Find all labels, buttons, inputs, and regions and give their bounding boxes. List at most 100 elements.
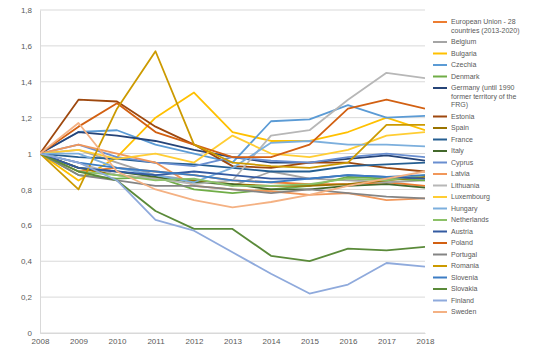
legend-item: Belgium	[433, 38, 476, 46]
legend-swatch	[433, 196, 447, 198]
legend-label: Cyprus	[451, 158, 474, 166]
legend-label: Denmark	[451, 72, 480, 79]
legend-swatch	[433, 311, 447, 313]
grid-line	[40, 261, 425, 262]
series-line	[40, 154, 425, 193]
legend-item: Austria	[433, 227, 473, 234]
legend-label: Italy	[451, 147, 464, 155]
y-tick-label: 0,8	[21, 186, 33, 195]
legend-swatch	[433, 300, 447, 302]
legend-label: Germany (until 1990 former territory of …	[451, 84, 518, 109]
legend-swatch	[433, 219, 447, 221]
legend-label: Bulgaria	[451, 49, 477, 57]
y-tick: 1,4	[21, 78, 40, 87]
grid-line	[40, 333, 425, 334]
legend-item: Poland	[433, 239, 473, 246]
legend-label: Slovenia	[451, 273, 478, 280]
x-tick: 2016	[340, 333, 358, 346]
legend-item: Cyprus	[433, 158, 474, 166]
y-tick: 0,4	[21, 257, 40, 266]
series-line	[40, 154, 425, 186]
y-axis-line	[40, 11, 41, 334]
legend-item: Finland	[433, 296, 474, 303]
legend-label: Lithuania	[451, 181, 480, 188]
legend-item: Portugal	[433, 250, 478, 258]
legend-swatch	[433, 162, 447, 164]
grid-line	[40, 81, 425, 82]
x-tick: 2008	[32, 333, 50, 346]
x-tick: 2017	[378, 333, 396, 346]
x-tick-label: 2009	[70, 337, 88, 346]
x-tick-label: 2018	[417, 337, 435, 346]
legend-item: Czechia	[433, 61, 476, 68]
y-tick: 0,6	[21, 221, 40, 230]
x-tick: 2012	[186, 333, 204, 346]
y-tick: 1,6	[21, 42, 40, 51]
grid-line	[40, 117, 425, 118]
y-tick: 0,8	[21, 186, 40, 195]
legend-item: Lithuania	[433, 181, 480, 188]
y-tick-label: 1	[28, 150, 33, 159]
legend-item: Slovakia	[433, 285, 478, 292]
legend-swatch	[433, 150, 447, 152]
legend-item: Bulgaria	[433, 49, 477, 57]
y-tick-label: 1,2	[21, 114, 33, 123]
x-tick-label: 2015	[301, 337, 319, 346]
grid-line	[40, 297, 425, 298]
x-tick: 2015	[301, 333, 319, 346]
legend-item: Hungary	[433, 204, 478, 212]
legend-item: Germany (until 1990 former territory of …	[433, 84, 518, 109]
chart: 00,20,40,60,811,21,41,61,820082009201020…	[0, 0, 535, 350]
legend-item: France	[433, 135, 473, 142]
legend-label: Hungary	[451, 204, 478, 212]
y-tick-label: 0,4	[21, 257, 33, 266]
legend-label: Portugal	[451, 250, 478, 258]
x-tick-label: 2016	[340, 337, 358, 346]
x-tick: 2013	[224, 333, 242, 346]
x-tick-label: 2012	[186, 337, 204, 346]
series-line	[40, 154, 425, 183]
y-axis: 00,20,40,60,811,21,41,61,8	[21, 6, 41, 338]
legend-item: Italy	[433, 147, 464, 155]
legend-swatch	[433, 173, 447, 175]
y-tick: 1,2	[21, 114, 40, 123]
legend-swatch	[433, 288, 447, 290]
legend-swatch	[433, 242, 447, 244]
legend-swatch	[433, 41, 447, 43]
x-tick-label: 2011	[147, 337, 165, 346]
legend-item: Estonia	[433, 112, 474, 119]
x-tick: 2014	[263, 333, 281, 346]
x-tick-label: 2014	[263, 337, 281, 346]
legend-swatch	[433, 116, 447, 118]
y-tick-label: 1,4	[21, 78, 33, 87]
grid	[40, 10, 425, 333]
legend-swatch	[433, 277, 447, 279]
legend-label: Estonia	[451, 112, 474, 119]
plot-area: 00,20,40,60,811,21,41,61,820082009201020…	[21, 6, 435, 346]
y-tick-label: 0,2	[21, 293, 33, 302]
legend-label: Austria	[451, 227, 473, 234]
x-tick-label: 2017	[378, 337, 396, 346]
legend-item: Denmark	[433, 72, 480, 79]
series-line	[40, 154, 425, 186]
legend-label: France	[451, 135, 473, 142]
legend-label: Czechia	[451, 61, 476, 68]
legend-label: Spain	[451, 124, 469, 132]
y-tick-label: 1,8	[21, 6, 33, 15]
y-tick-label: 1,6	[21, 42, 33, 51]
legend-swatch	[433, 185, 447, 187]
x-tick: 2009	[70, 333, 88, 346]
legend-label: Finland	[451, 296, 474, 303]
x-axis-line	[41, 333, 426, 334]
legend-label: Slovakia	[451, 285, 478, 292]
legend-item: Spain	[433, 124, 469, 132]
legend-item: Netherlands	[433, 216, 489, 223]
grid-line	[40, 10, 425, 11]
grid-line	[40, 45, 425, 46]
series-line	[40, 123, 425, 207]
series-line	[40, 51, 425, 189]
legend-swatch	[433, 21, 447, 23]
legend-label: Romania	[451, 262, 479, 269]
series-lines	[40, 51, 425, 293]
x-tick-label: 2008	[32, 337, 50, 346]
